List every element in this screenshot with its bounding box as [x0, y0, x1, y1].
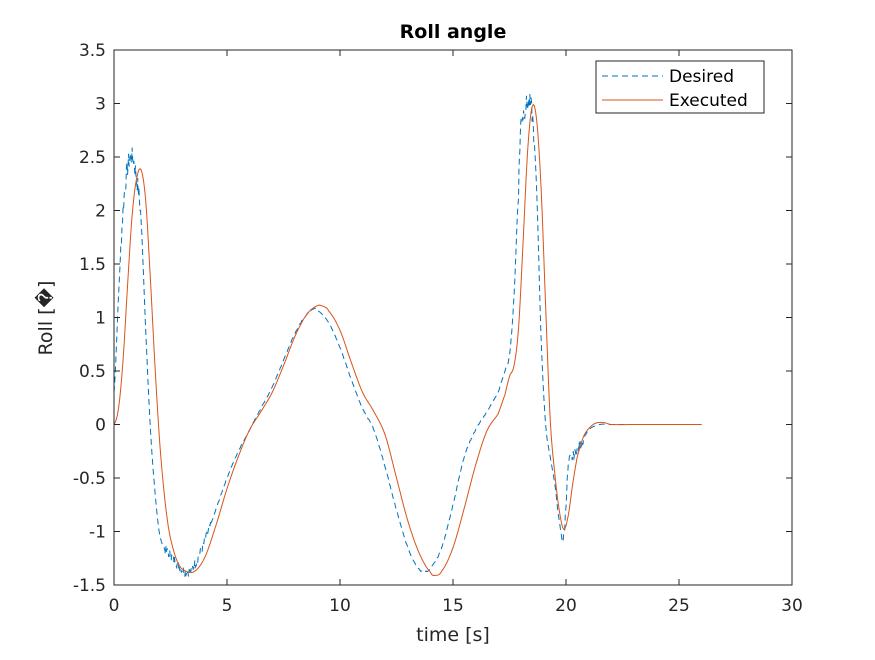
x-tick-label: 20	[555, 596, 577, 616]
y-tick-label: 0	[95, 416, 106, 436]
x-tick-label: 15	[442, 596, 464, 616]
y-tick-label: 1.5	[79, 255, 106, 275]
plot-area	[114, 50, 792, 585]
legend-label-desired: Desired	[669, 67, 734, 87]
y-tick-label: -0.5	[73, 469, 106, 489]
chart-title: Roll angle	[400, 21, 507, 43]
legend: Desired Executed	[595, 60, 765, 114]
x-tick-label: 30	[781, 596, 803, 616]
series-layer	[113, 94, 702, 577]
x-tick-label: 25	[668, 596, 690, 616]
y-tick-label: -1.5	[73, 576, 106, 596]
x-tick-label: 0	[109, 596, 120, 616]
x-axis-ticks: 0 5 10 15 20 25 30	[109, 50, 803, 616]
y-axis-ticks: -1.5 -1 -0.5 0 0.5 1 1.5 2 2.5 3 3.5	[73, 41, 792, 596]
y-tick-label: 0.5	[79, 362, 106, 382]
x-tick-label: 5	[222, 596, 233, 616]
y-tick-label: 2.5	[79, 148, 106, 168]
y-axis-label: Roll [�]	[34, 281, 57, 356]
x-axis-label: time [s]	[416, 624, 490, 646]
series-line-executed	[113, 103, 702, 576]
y-tick-label: 1	[95, 309, 106, 329]
y-tick-label: 3	[95, 95, 106, 115]
x-tick-label: 10	[329, 596, 351, 616]
y-tick-label: 2	[95, 202, 106, 222]
y-tick-label: 3.5	[79, 41, 106, 61]
legend-label-executed: Executed	[669, 91, 748, 111]
legend-box	[595, 60, 765, 114]
y-tick-label: -1	[89, 523, 106, 543]
series-line-desired	[113, 94, 702, 577]
